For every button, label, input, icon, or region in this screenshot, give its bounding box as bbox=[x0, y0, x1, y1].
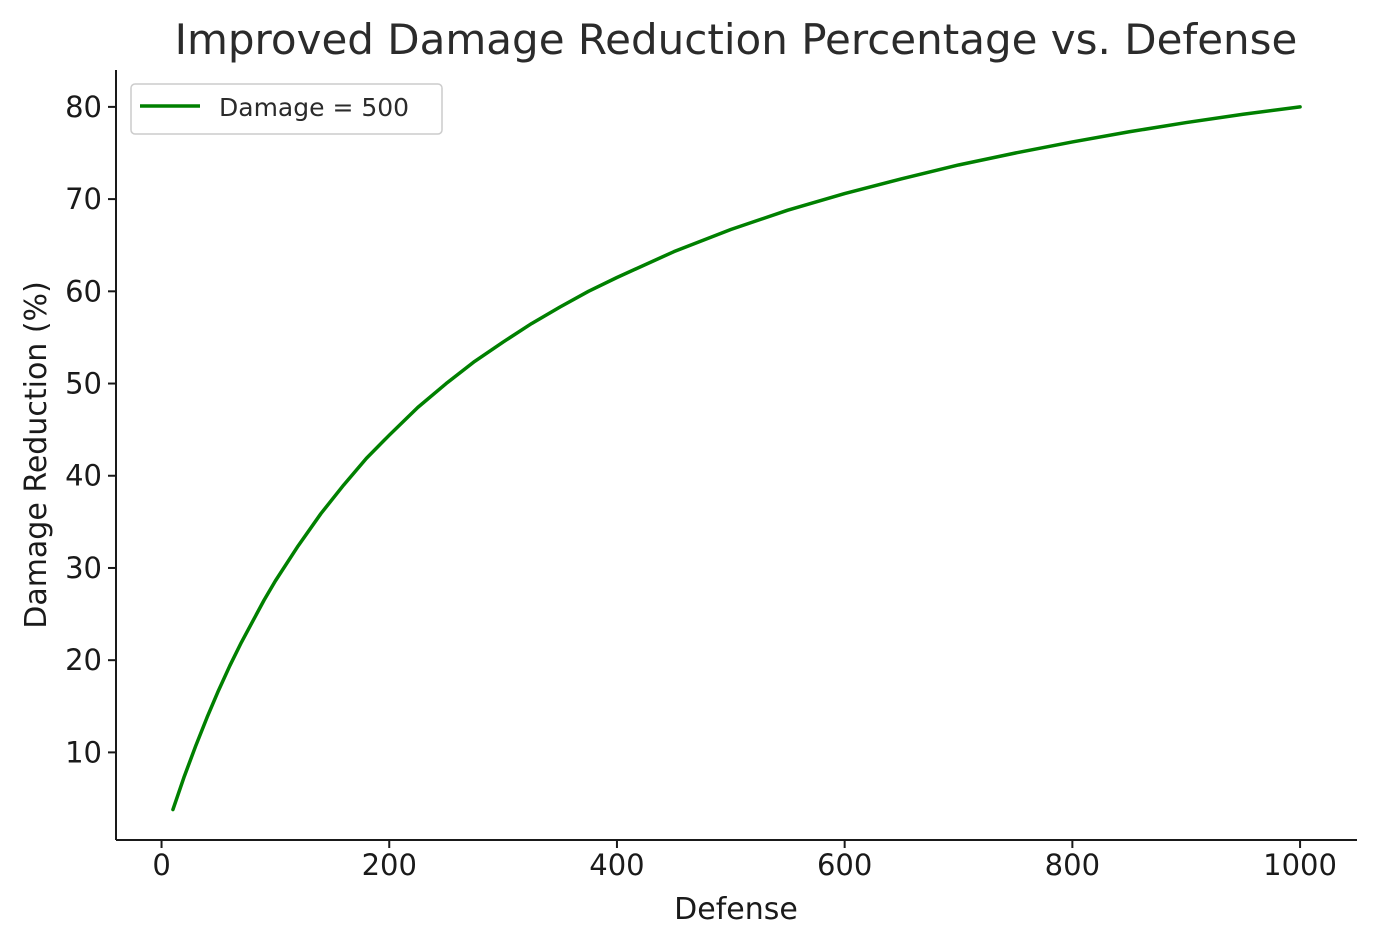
x-tick-label: 1000 bbox=[1263, 848, 1337, 882]
y-tick-label: 30 bbox=[65, 551, 102, 585]
x-tick-label: 400 bbox=[589, 848, 644, 882]
plot-area bbox=[171, 105, 1302, 812]
legend: Damage = 500 bbox=[130, 83, 443, 135]
legend-box bbox=[130, 83, 443, 135]
x-axis-label: Defense bbox=[674, 892, 798, 927]
x-ticks: 0 200 400 600 800 1000 bbox=[152, 840, 1337, 882]
series-line-0 bbox=[171, 105, 1302, 812]
y-tick-label: 80 bbox=[65, 90, 102, 124]
y-axis-label: Damage Reduction (%) bbox=[19, 281, 54, 629]
x-tick-label: 600 bbox=[817, 848, 872, 882]
y-tick-label: 50 bbox=[65, 367, 102, 401]
y-tick-label: 60 bbox=[65, 274, 102, 308]
y-tick-label: 40 bbox=[65, 459, 102, 493]
x-tick-label: 200 bbox=[362, 848, 417, 882]
x-tick-label: 0 bbox=[152, 848, 170, 882]
x-tick-label: 800 bbox=[1045, 848, 1100, 882]
y-ticks: 10 20 30 40 50 60 70 80 bbox=[65, 90, 116, 769]
y-tick-label: 70 bbox=[65, 182, 102, 216]
y-tick-label: 20 bbox=[65, 643, 102, 677]
legend-label: Damage = 500 bbox=[219, 93, 409, 122]
chart-title: Improved Damage Reduction Percentage vs.… bbox=[175, 15, 1298, 64]
y-tick-label: 10 bbox=[65, 735, 102, 769]
